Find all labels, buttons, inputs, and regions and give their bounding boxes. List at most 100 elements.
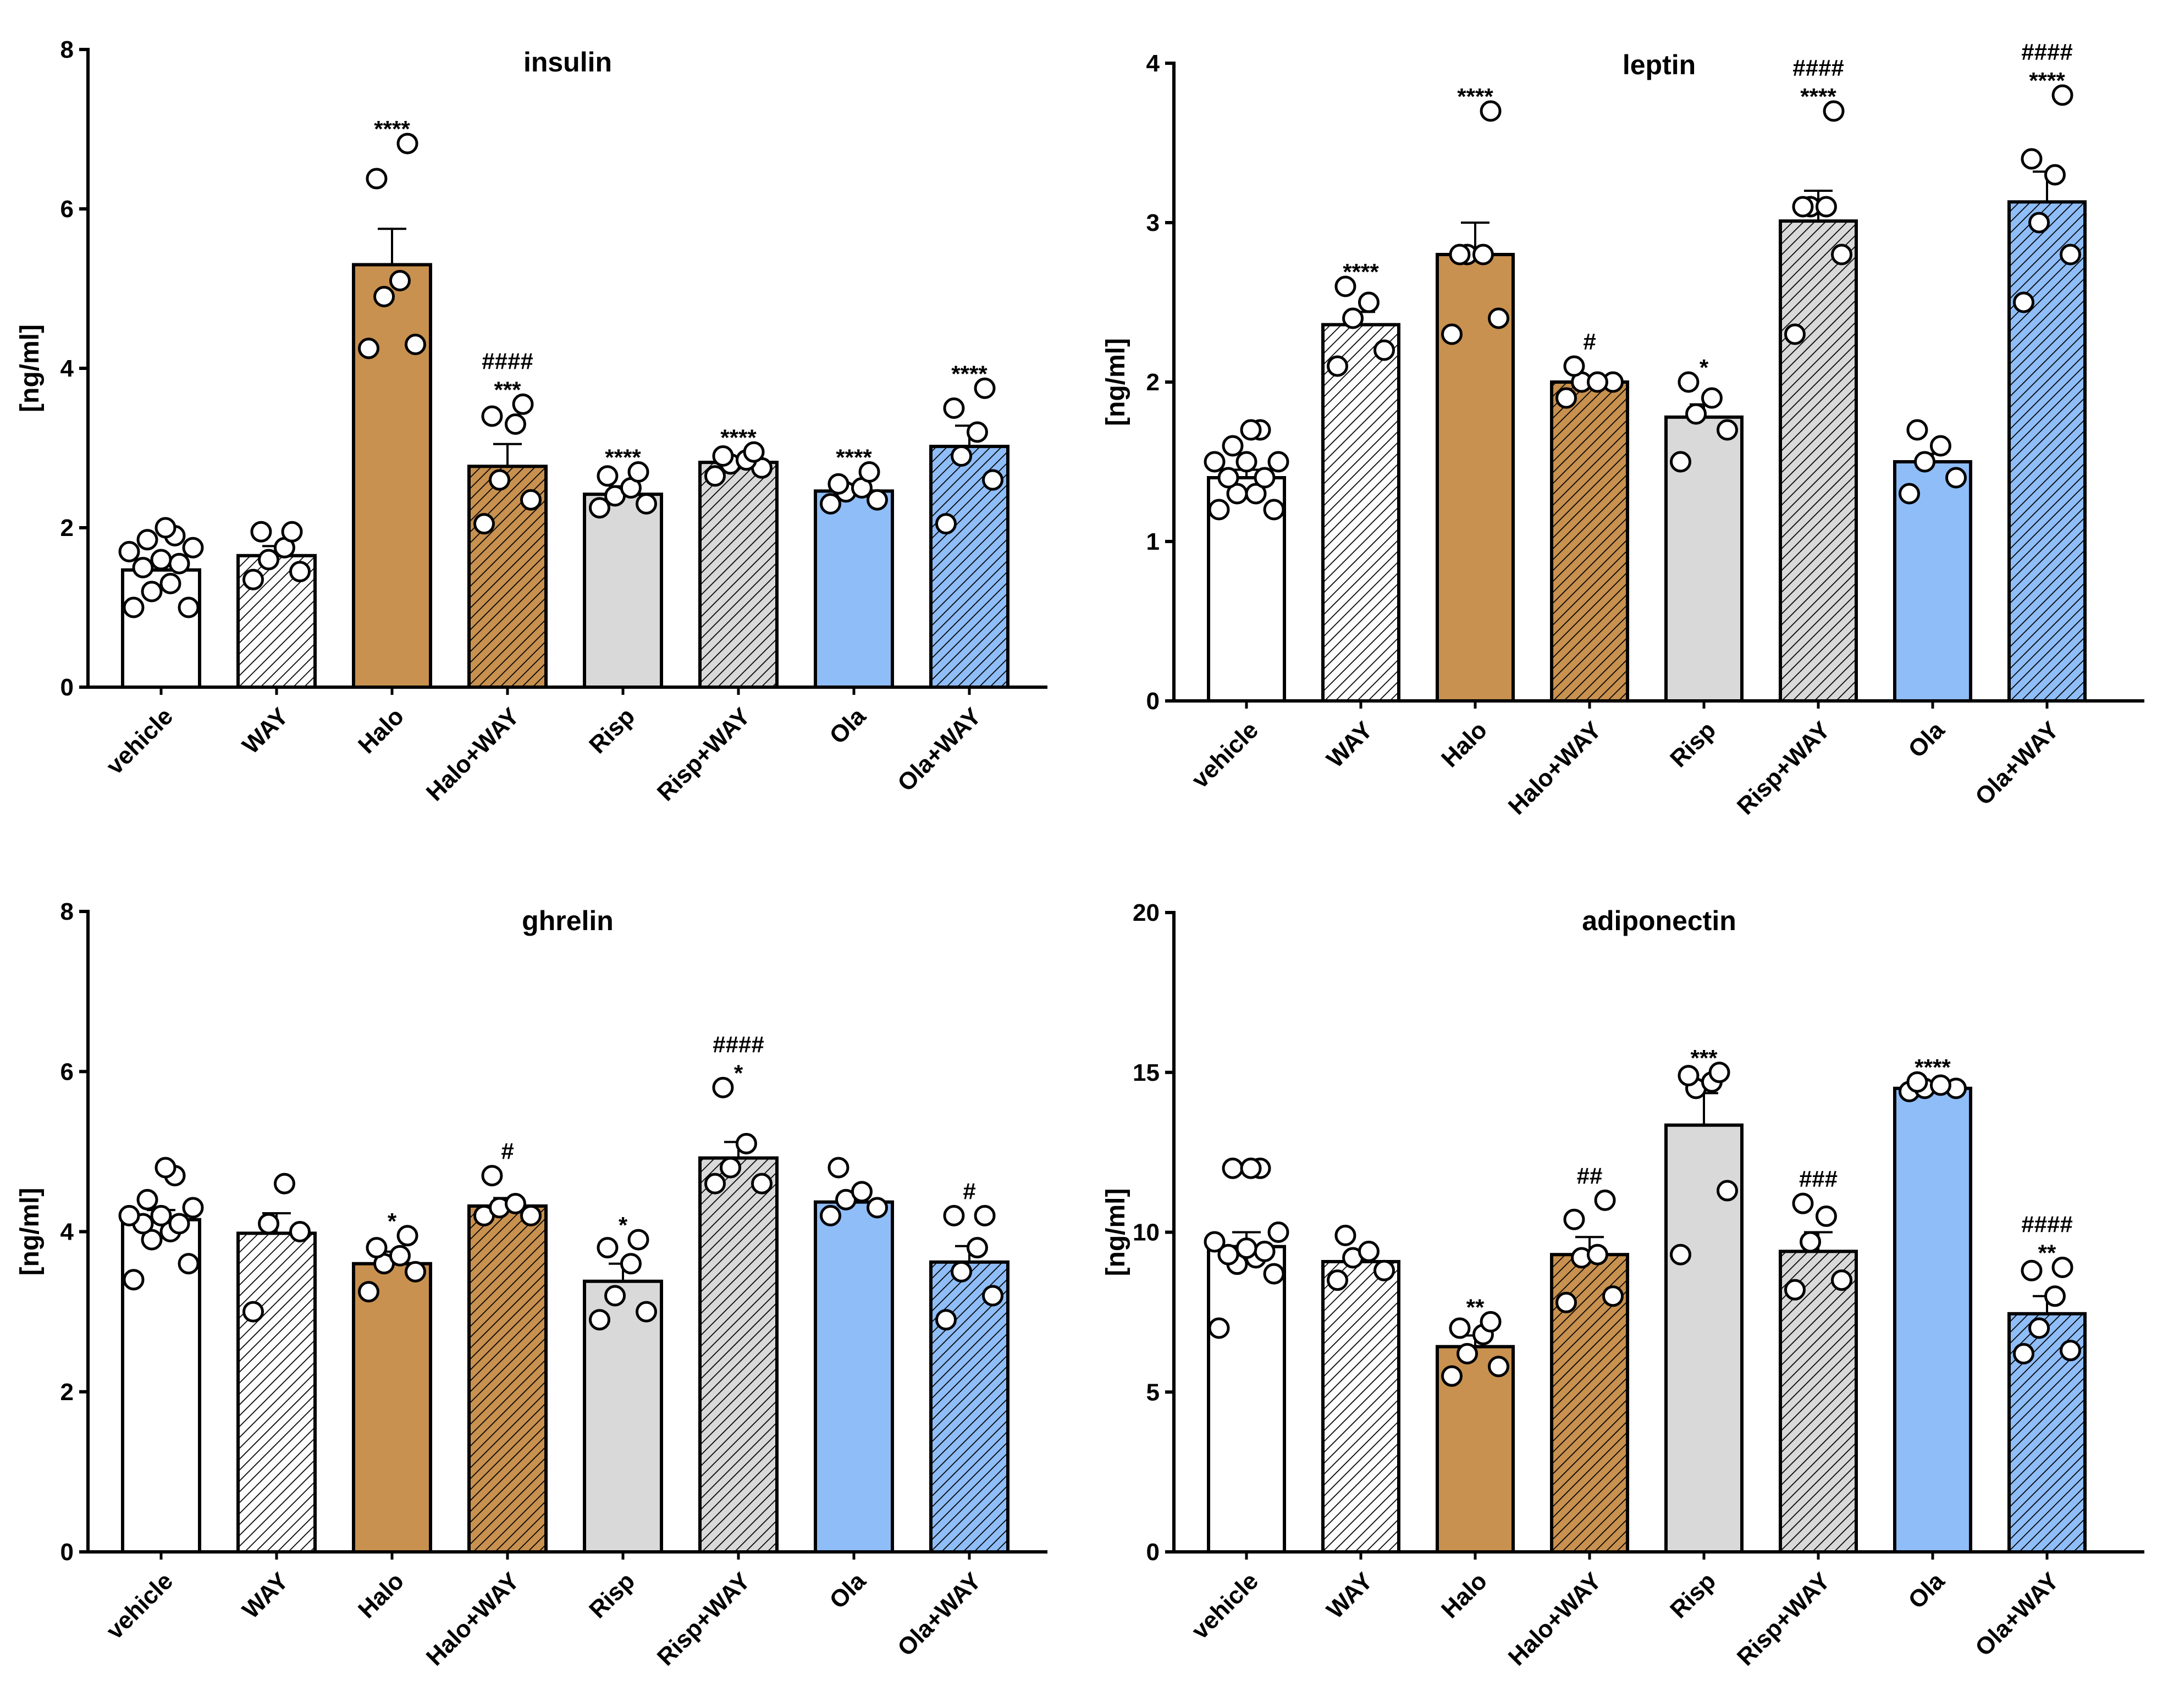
significance-stars: * (1700, 355, 1709, 380)
data-point (405, 1261, 426, 1283)
data-point (141, 1229, 163, 1251)
bar-Halo (352, 263, 432, 689)
category-label: Halo+WAY (421, 1567, 525, 1671)
data-point (1441, 323, 1463, 345)
chart-leptin: leptin [ng/ml] 0 1 2 3 4 vehicle **** WAY **** Halo… (1101, 39, 2144, 820)
y-tick-label: 0 (1146, 1539, 1160, 1566)
data-point (473, 513, 495, 535)
data-point (1449, 1317, 1471, 1339)
data-point (258, 1213, 280, 1235)
data-point (1678, 1065, 1700, 1087)
y-tick-label: 2 (60, 1379, 74, 1406)
data-point (1342, 307, 1364, 329)
data-point (1235, 1237, 1257, 1259)
data-point (150, 549, 172, 571)
data-point (481, 1165, 503, 1187)
data-point (141, 581, 163, 603)
data-point (1327, 1269, 1348, 1291)
data-point (1327, 355, 1348, 377)
significance-stars: **** (951, 361, 988, 386)
category-label: Ola (1903, 1567, 1950, 1614)
data-point (1792, 196, 1814, 218)
data-point (951, 445, 973, 467)
significance-hashes: # (1583, 329, 1596, 355)
data-point (155, 517, 176, 539)
significance-hashes: # (501, 1138, 514, 1164)
y-tick-label: 4 (1146, 50, 1160, 77)
data-point (2028, 1317, 2050, 1339)
significance-stars: * (388, 1208, 397, 1234)
data-point (504, 1193, 526, 1215)
category-label: Ola (824, 703, 871, 749)
category-label: vehicle (101, 703, 178, 780)
significance-hashes: ### (1799, 1166, 1838, 1192)
data-point (751, 1173, 773, 1195)
data-point (1480, 100, 1502, 122)
data-point (1792, 1192, 1814, 1214)
category-label: WAY (237, 703, 294, 759)
y-axis-label: [ng/ml] (1101, 338, 1130, 426)
y-tick-label: 0 (1146, 688, 1160, 715)
data-point (2013, 291, 2034, 313)
bar-Ola (814, 1200, 894, 1554)
data-point (136, 1189, 158, 1210)
data-point (520, 489, 542, 511)
data-point (704, 465, 726, 487)
bar-Halo+WAY (1550, 380, 1629, 703)
data-point (258, 549, 280, 571)
data-point (1204, 1231, 1226, 1253)
significance-stars: **** (1343, 259, 1379, 285)
significance-stars: **** (1800, 84, 1836, 109)
data-point (1906, 419, 1928, 441)
category-label: Ola+WAY (1970, 716, 2064, 810)
data-point (159, 573, 181, 594)
significance-hashes: #### (2021, 1211, 2072, 1237)
data-point (1245, 483, 1267, 505)
data-point (178, 596, 200, 618)
category-label: Risp+WAY (652, 703, 755, 806)
data-point (182, 1197, 204, 1219)
data-point (136, 529, 158, 551)
category-label: Ola+WAY (892, 703, 986, 797)
data-point (358, 338, 379, 360)
bar-Ola (814, 489, 894, 689)
data-point (1217, 467, 1239, 489)
data-point (1929, 435, 1951, 457)
y-tick-label: 6 (60, 196, 74, 223)
data-point (1480, 1311, 1502, 1333)
chart-ghrelin: ghrelin [ng/ml] 0 2 4 6 8 vehicle WAY * Halo # Halo+… (15, 898, 1047, 1671)
data-point (1701, 387, 1723, 409)
bar-Risp (583, 493, 663, 689)
data-point (867, 1197, 888, 1219)
data-point (1555, 1291, 1577, 1313)
data-point (150, 1204, 172, 1226)
chart-adiponectin: adiponectin [ng/ml] 0 5 10 15 20 vehicle WAY ** Ha… (1101, 899, 2144, 1671)
bar-Halo (352, 1262, 432, 1554)
data-point (1240, 1157, 1262, 1179)
data-point (2060, 244, 2081, 266)
data-point (2028, 212, 2050, 234)
significance-stars: * (619, 1212, 628, 1238)
y-axis-label: [ng/ml] (1101, 1189, 1130, 1276)
bar-WAY (236, 1231, 317, 1554)
data-point (178, 1253, 200, 1275)
data-point (1586, 1243, 1608, 1265)
category-label: Risp (1665, 1567, 1721, 1623)
data-point (123, 596, 145, 618)
data-point (1717, 419, 1738, 441)
category-label: Ola (824, 1567, 871, 1614)
data-point (396, 132, 418, 154)
data-point (1594, 1189, 1616, 1211)
data-point (242, 568, 264, 590)
chart-title: insulin (523, 47, 612, 78)
data-point (1240, 419, 1262, 441)
data-point (974, 377, 996, 399)
data-point (242, 1301, 264, 1323)
data-point (704, 1173, 726, 1195)
data-point (2060, 1340, 2081, 1362)
category-label: Risp+WAY (1732, 1567, 1835, 1671)
significance-hashes: # (963, 1178, 975, 1204)
category-label: Halo (1436, 716, 1492, 772)
data-point (636, 1301, 657, 1323)
